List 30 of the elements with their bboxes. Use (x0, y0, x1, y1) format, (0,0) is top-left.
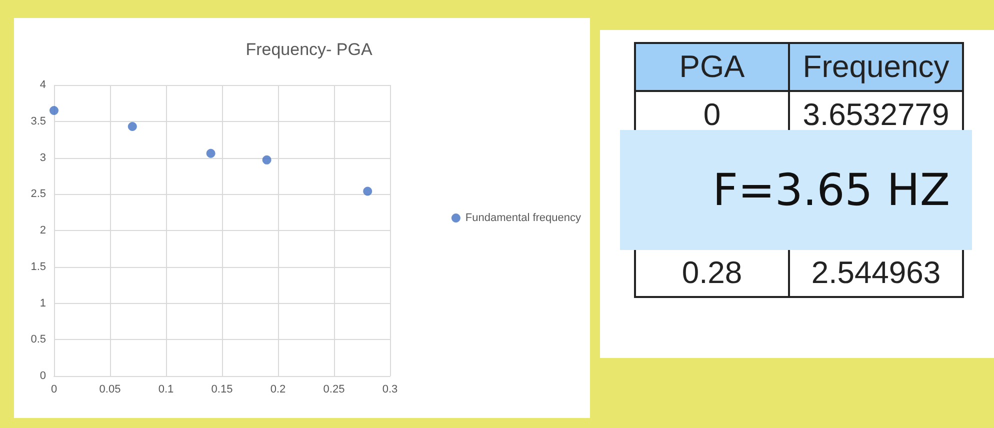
point (206, 148, 216, 158)
x-tick-label: 0.25 (323, 384, 345, 396)
x-tick-label: 0.15 (211, 384, 233, 396)
point (50, 106, 58, 115)
y-tick-label: 0.5 (30, 334, 46, 346)
chart-title: Frequency- PGA (246, 40, 373, 59)
text: 0 (635, 91, 789, 139)
point (128, 122, 137, 131)
text: 2.544963 (789, 249, 963, 297)
text: 0.28 (635, 249, 789, 297)
x-tick-label: 0.1 (158, 384, 174, 396)
y-tick-label: 2 (40, 224, 46, 236)
x-tick-label: 0 (50, 384, 58, 396)
text: 3.6532779 (789, 91, 963, 139)
y-tick-label: 1.5 (30, 260, 46, 273)
text: PGA (635, 43, 789, 91)
text: Frequency (789, 43, 963, 91)
y-tick-label: 1 (40, 297, 46, 310)
point (262, 155, 272, 164)
legend-label: Fundamental frequency (465, 212, 582, 224)
y-tick-label: 3.5 (30, 115, 46, 128)
y-tick-label: 3 (40, 152, 46, 164)
text: F=3.65 HZ (712, 164, 950, 216)
y-tick-label: 4 (40, 79, 46, 91)
x-tick-label: 0.2 (270, 384, 286, 396)
y-tick-label: 2.5 (30, 188, 46, 200)
x-tick-label: 0.3 (382, 384, 398, 396)
x-tick-label: 0.05 (99, 384, 121, 396)
point (363, 186, 372, 196)
y-tick-label: 0 (40, 370, 46, 382)
